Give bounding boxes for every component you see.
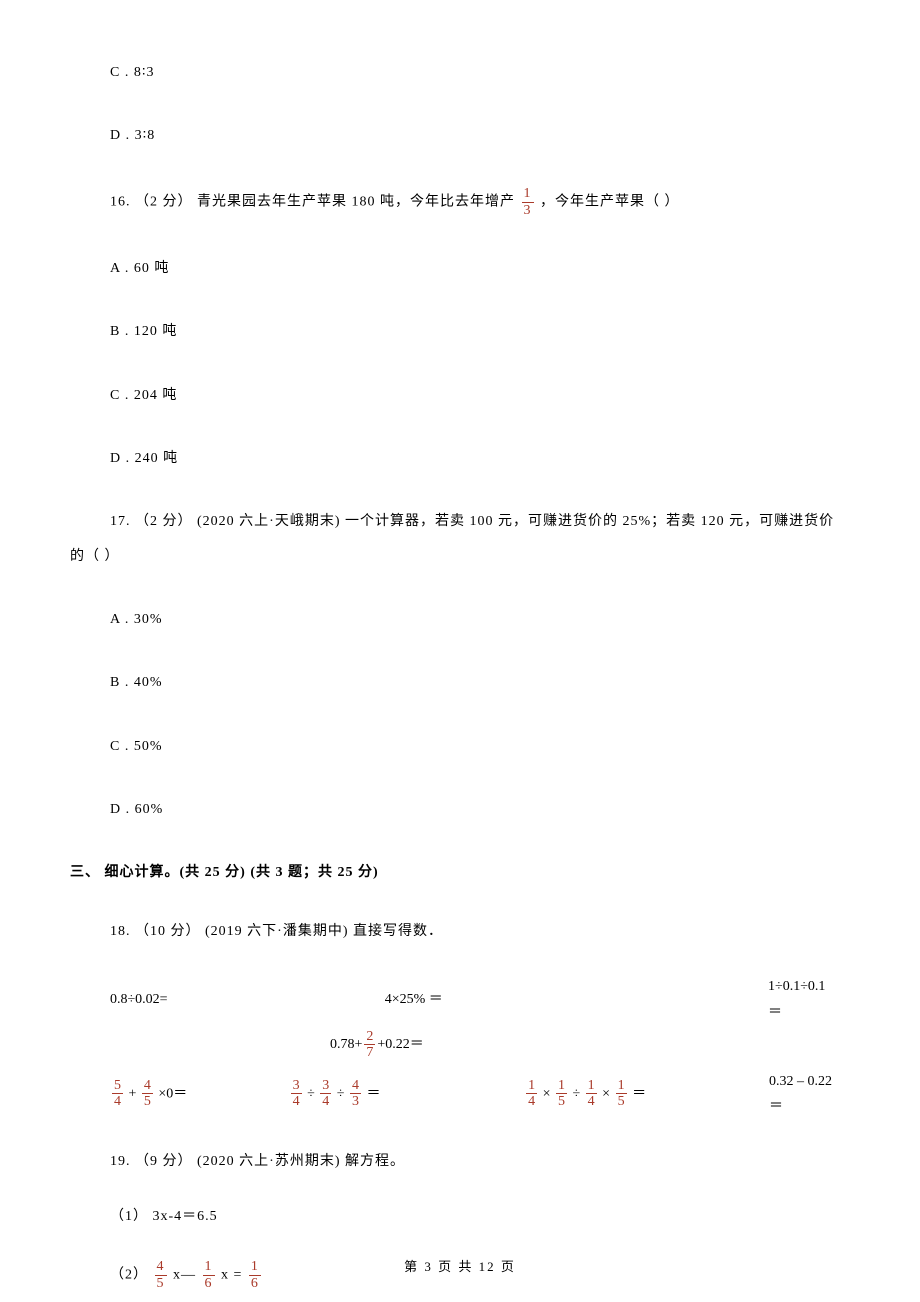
q18-e2-f1d: 4 — [291, 1094, 302, 1109]
q18-e3-f1d: 4 — [526, 1094, 537, 1109]
q15-option-c: C . 8∶3 — [110, 60, 850, 85]
q18-row1: 0.8÷0.02= 4×25% ＝ 1÷0.1÷0.1 ＝ — [110, 974, 850, 1024]
q18-e1-f1n: 5 — [112, 1078, 123, 1094]
q18-r1-c2: 4×25% ＝ — [385, 987, 760, 1012]
q18-e3-f3n: 1 — [586, 1078, 597, 1094]
q17-option-c: C . 50% — [110, 734, 850, 759]
q18-e1-suffix: ×0＝ — [158, 1086, 187, 1101]
q18-e3-f1n: 1 — [526, 1078, 537, 1094]
q18-e1-f2-icon: 4 5 — [142, 1078, 153, 1110]
q18-e3-op1: × — [543, 1086, 554, 1101]
q18-r1-c1: 0.8÷0.02= — [110, 987, 377, 1012]
q18-e2-f1n: 3 — [291, 1078, 302, 1094]
q18-e3-suffix: ＝ — [632, 1086, 646, 1101]
q18-r2-e1: 5 4 + 4 5 ×0＝ — [110, 1078, 281, 1110]
page-footer: 第 3 页 共 12 页 — [0, 1255, 920, 1278]
q17-option-d: D . 60% — [110, 797, 850, 822]
q19-s2-f1d: 5 — [155, 1276, 167, 1291]
q18-e3-f2d: 5 — [556, 1094, 567, 1109]
q18-e2-f2n: 3 — [320, 1078, 331, 1094]
q17-option-a: A . 30% — [110, 607, 850, 632]
q18-e3-f4d: 5 — [616, 1094, 627, 1109]
q18-e1-f1d: 4 — [112, 1094, 123, 1109]
q16-option-c: C . 204 吨 — [110, 383, 850, 408]
q17-stem-cont: 的（ ） — [70, 544, 850, 569]
q18-e3-f3d: 4 — [586, 1094, 597, 1109]
q17-option-b: B . 40% — [110, 670, 850, 695]
q16-frac-num: 1 — [522, 186, 534, 202]
q18-r2-e4: 0.32 – 0.22＝ — [769, 1069, 842, 1119]
q18-e1-f1-icon: 5 4 — [112, 1078, 123, 1110]
q18-e2-suffix: ＝ — [366, 1086, 380, 1101]
q18-e3-f3-icon: 1 4 — [586, 1078, 597, 1110]
q18-e3-f2n: 1 — [556, 1078, 567, 1094]
q19-s2-f2d: 6 — [203, 1276, 215, 1291]
q18-r1-c3: 1÷0.1÷0.1 ＝ — [768, 974, 842, 1024]
q16-option-d: D . 240 吨 — [110, 446, 850, 471]
q19-s2-f3d: 6 — [249, 1276, 261, 1291]
q16-stem: 16. （2 分） 青光果园去年生产苹果 180 吨，今年比去年增产 1 3 ，… — [110, 186, 850, 218]
q18-e2-f2d: 4 — [320, 1094, 331, 1109]
q18-e1-f2n: 4 — [142, 1078, 153, 1094]
q16-option-b: B . 120 吨 — [110, 319, 850, 344]
q17-stem: 17. （2 分） (2020 六上·天峨期末) 一个计算器，若卖 100 元，… — [110, 509, 850, 534]
q18-r1b-suffix: +0.22＝ — [377, 1032, 423, 1057]
q18-r1b-num: 2 — [364, 1029, 375, 1045]
q16-text-1: 16. （2 分） 青光果园去年生产苹果 180 吨，今年比去年增产 — [110, 195, 520, 210]
q18-e3-op3: × — [602, 1086, 613, 1101]
q18-e2-op2: ÷ — [337, 1086, 348, 1101]
q18-stem: 18. （10 分） (2019 六下·潘集期中) 直接写得数． — [110, 919, 850, 944]
q18-row1b: 0.78+ 2 7 +0.22＝ — [330, 1029, 850, 1061]
q18-r1b-prefix: 0.78+ — [330, 1032, 362, 1057]
q18-e2-f3n: 4 — [350, 1078, 361, 1094]
q18-e1-f2d: 5 — [142, 1094, 153, 1109]
q18-r2-e3: 1 4 × 1 5 ÷ 1 4 × 1 5 ＝ — [524, 1078, 761, 1110]
q18-e2-op1: ÷ — [307, 1086, 318, 1101]
q18-e3-f1-icon: 1 4 — [526, 1078, 537, 1110]
q19-stem: 19. （9 分） (2020 六上·苏州期末) 解方程。 — [110, 1149, 850, 1174]
q18-e3-f4n: 1 — [616, 1078, 627, 1094]
q18-e2-f1-icon: 3 4 — [291, 1078, 302, 1110]
q16-text-2: ，今年生产苹果（ ） — [540, 195, 680, 210]
q18-e2-f3d: 3 — [350, 1094, 361, 1109]
q16-fraction-icon: 1 3 — [522, 186, 534, 218]
section-3-header: 三、 细心计算。(共 25 分) (共 3 题；共 25 分) — [70, 860, 850, 885]
q15-option-d: D . 3∶8 — [110, 123, 850, 148]
q18-e3-f2-icon: 1 5 — [556, 1078, 567, 1110]
q16-frac-den: 3 — [522, 203, 534, 218]
q18-r1b-fraction-icon: 2 7 — [364, 1029, 375, 1061]
q18-e2-f2-icon: 3 4 — [320, 1078, 331, 1110]
q18-e2-f3-icon: 4 3 — [350, 1078, 361, 1110]
q16-option-a: A . 60 吨 — [110, 256, 850, 281]
q18-e3-op2: ÷ — [572, 1086, 583, 1101]
q18-e3-f4-icon: 1 5 — [616, 1078, 627, 1110]
q18-r1b-den: 7 — [364, 1045, 375, 1060]
q18-row2: 5 4 + 4 5 ×0＝ 3 4 ÷ 3 4 ÷ 4 3 ＝ 1 4 — [110, 1069, 850, 1119]
q18-r2-e2: 3 4 ÷ 3 4 ÷ 4 3 ＝ — [289, 1078, 516, 1110]
q19-sub1: （1） 3x-4＝6.5 — [110, 1204, 850, 1229]
q18-e1-op1: + — [129, 1086, 140, 1101]
